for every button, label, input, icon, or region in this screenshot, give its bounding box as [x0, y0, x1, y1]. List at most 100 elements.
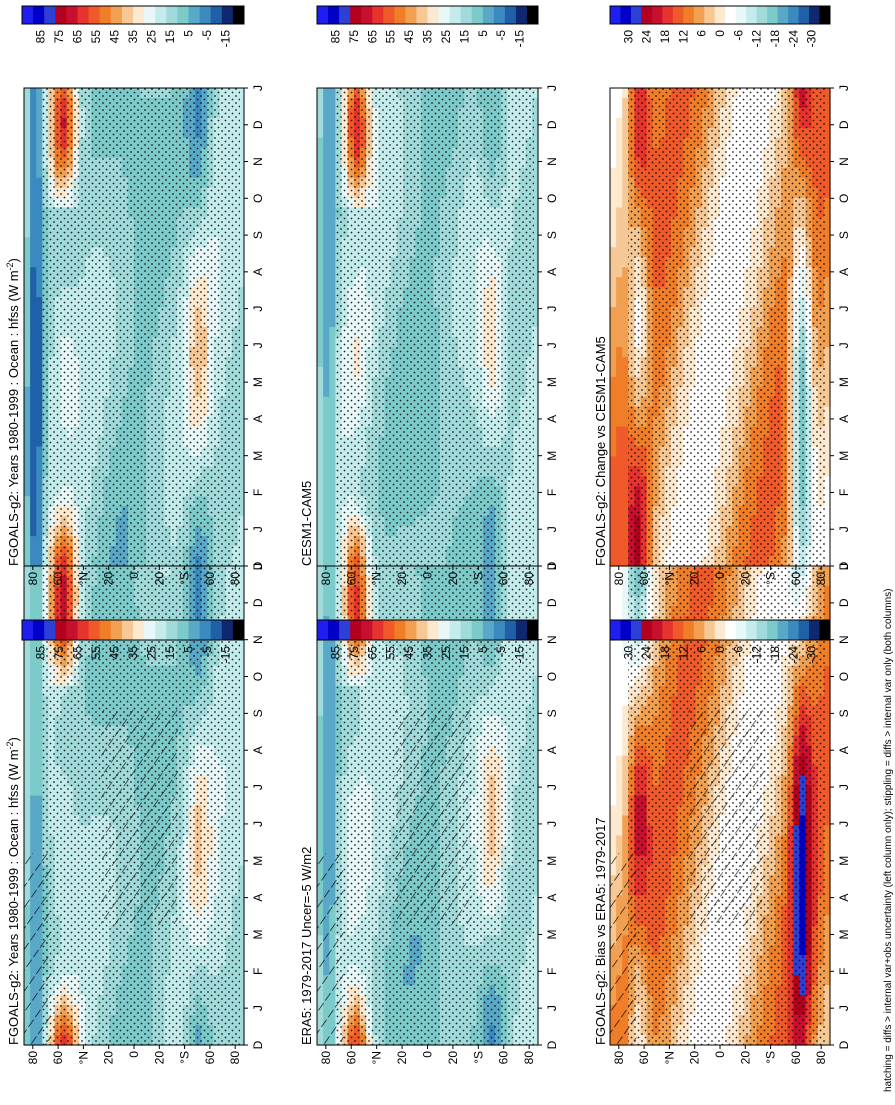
heatmap-cell	[30, 108, 37, 119]
heatmap-cell	[24, 208, 31, 219]
heatmap-cell	[24, 726, 31, 737]
heatmap-cell	[24, 716, 31, 727]
lat-tick-label: 80	[26, 572, 40, 586]
heatmap-cell	[24, 546, 31, 557]
heatmap-cell	[317, 746, 324, 757]
hatching-overlay	[101, 710, 178, 926]
heatmap-cell	[36, 257, 43, 268]
colorbar-swatch	[78, 620, 90, 640]
heatmap-cell	[30, 606, 37, 617]
heatmap-cell	[24, 806, 31, 817]
heatmap-cell	[30, 496, 37, 507]
heatmap-cell	[30, 98, 37, 109]
heatmap-cell	[30, 756, 37, 767]
heatmap-cell	[317, 776, 324, 787]
heatmap-cell	[36, 118, 43, 129]
colorbar-label: 5	[182, 646, 196, 653]
lat-tick-label: °S	[178, 572, 192, 585]
time-tick-label: A	[251, 894, 265, 902]
heatmap-cell	[30, 726, 37, 737]
heatmap-cell	[30, 178, 37, 189]
time-tick-label: J	[251, 85, 265, 91]
heatmap-cell	[24, 437, 31, 448]
heatmap-cell	[24, 367, 31, 378]
heatmap-cell	[24, 786, 31, 797]
heatmap-cell	[36, 377, 43, 388]
stippling-overlay	[42, 88, 240, 566]
heatmap-cell	[36, 746, 43, 757]
colorbar-label: -15	[219, 646, 233, 664]
hatching-overlay	[24, 853, 50, 1045]
colorbar-swatch	[155, 620, 167, 640]
colorbar-swatch	[144, 620, 156, 640]
colorbar-swatch	[200, 6, 212, 24]
heatmap-cell	[36, 825, 43, 836]
heatmap-cell	[30, 526, 37, 537]
colorbar-swatch	[33, 620, 45, 640]
heatmap-cell	[30, 417, 37, 428]
heatmap-cell	[24, 646, 31, 657]
heatmap-cell	[30, 746, 37, 757]
time-tick-label: J	[251, 526, 265, 532]
heatmap-cell	[24, 277, 31, 288]
lat-tick-label: 0	[127, 1051, 141, 1058]
heatmap-cell	[30, 437, 37, 448]
time-tick-label: F	[251, 968, 265, 975]
heatmap-cell	[36, 267, 43, 278]
time-tick-label: F	[251, 489, 265, 496]
colorbar-swatch	[133, 620, 145, 640]
lat-tick-label: 20	[152, 1051, 166, 1065]
lat-tick-label: °N	[76, 572, 90, 585]
heatmap-cell	[24, 297, 31, 308]
colorbar-swatch	[133, 6, 145, 24]
heatmap-cell	[36, 696, 43, 707]
heatmap-cell	[36, 716, 43, 727]
heatmap-cell	[36, 168, 43, 179]
heatmap-cell	[323, 815, 330, 826]
colorbar-swatch	[233, 6, 245, 24]
colorbar-swatch	[89, 620, 101, 640]
colorbar-swatch	[200, 620, 212, 640]
colorbar-label: 35	[126, 646, 140, 660]
lat-tick-label: 60	[51, 1051, 65, 1065]
heatmap-cell	[36, 337, 43, 348]
heatmap-cell	[36, 307, 43, 318]
heatmap-cell	[24, 696, 31, 707]
heatmap-cell	[36, 486, 43, 497]
heatmap-cell	[317, 696, 324, 707]
heatmap-cell	[323, 696, 330, 707]
heatmap-cell	[30, 815, 37, 826]
colorbar-swatch	[111, 620, 123, 640]
heatmap-cell	[323, 806, 330, 817]
heatmap-cell	[36, 437, 43, 448]
heatmap-cell	[30, 766, 37, 777]
heatmap-cell	[30, 267, 37, 278]
heatmap-cell	[24, 815, 31, 826]
time-tick-label: D	[251, 598, 265, 607]
time-tick-label: M	[251, 929, 265, 939]
heatmap-cell	[24, 237, 31, 248]
heatmap-cell	[323, 706, 330, 717]
heatmap-cell	[30, 706, 37, 717]
heatmap-cell	[36, 835, 43, 846]
heatmap-cell	[36, 766, 43, 777]
heatmap-cell	[323, 736, 330, 747]
lat-tick-label: 80	[228, 1051, 242, 1065]
heatmap-cell	[323, 716, 330, 727]
colorbar-label: -5	[200, 646, 214, 657]
heatmap-cell	[30, 227, 37, 238]
heatmap-cell	[30, 776, 37, 787]
heatmap-cell	[36, 287, 43, 298]
heatmap-cell	[24, 387, 31, 398]
heatmap-cell	[36, 108, 43, 119]
colorbar-label: 15	[163, 646, 177, 660]
heatmap-cell	[36, 227, 43, 238]
heatmap-cell	[36, 666, 43, 677]
heatmap-cell	[24, 118, 31, 129]
heatmap-cell	[317, 825, 324, 836]
colorbar-swatch	[211, 620, 223, 640]
colorbar-swatch	[55, 620, 67, 640]
